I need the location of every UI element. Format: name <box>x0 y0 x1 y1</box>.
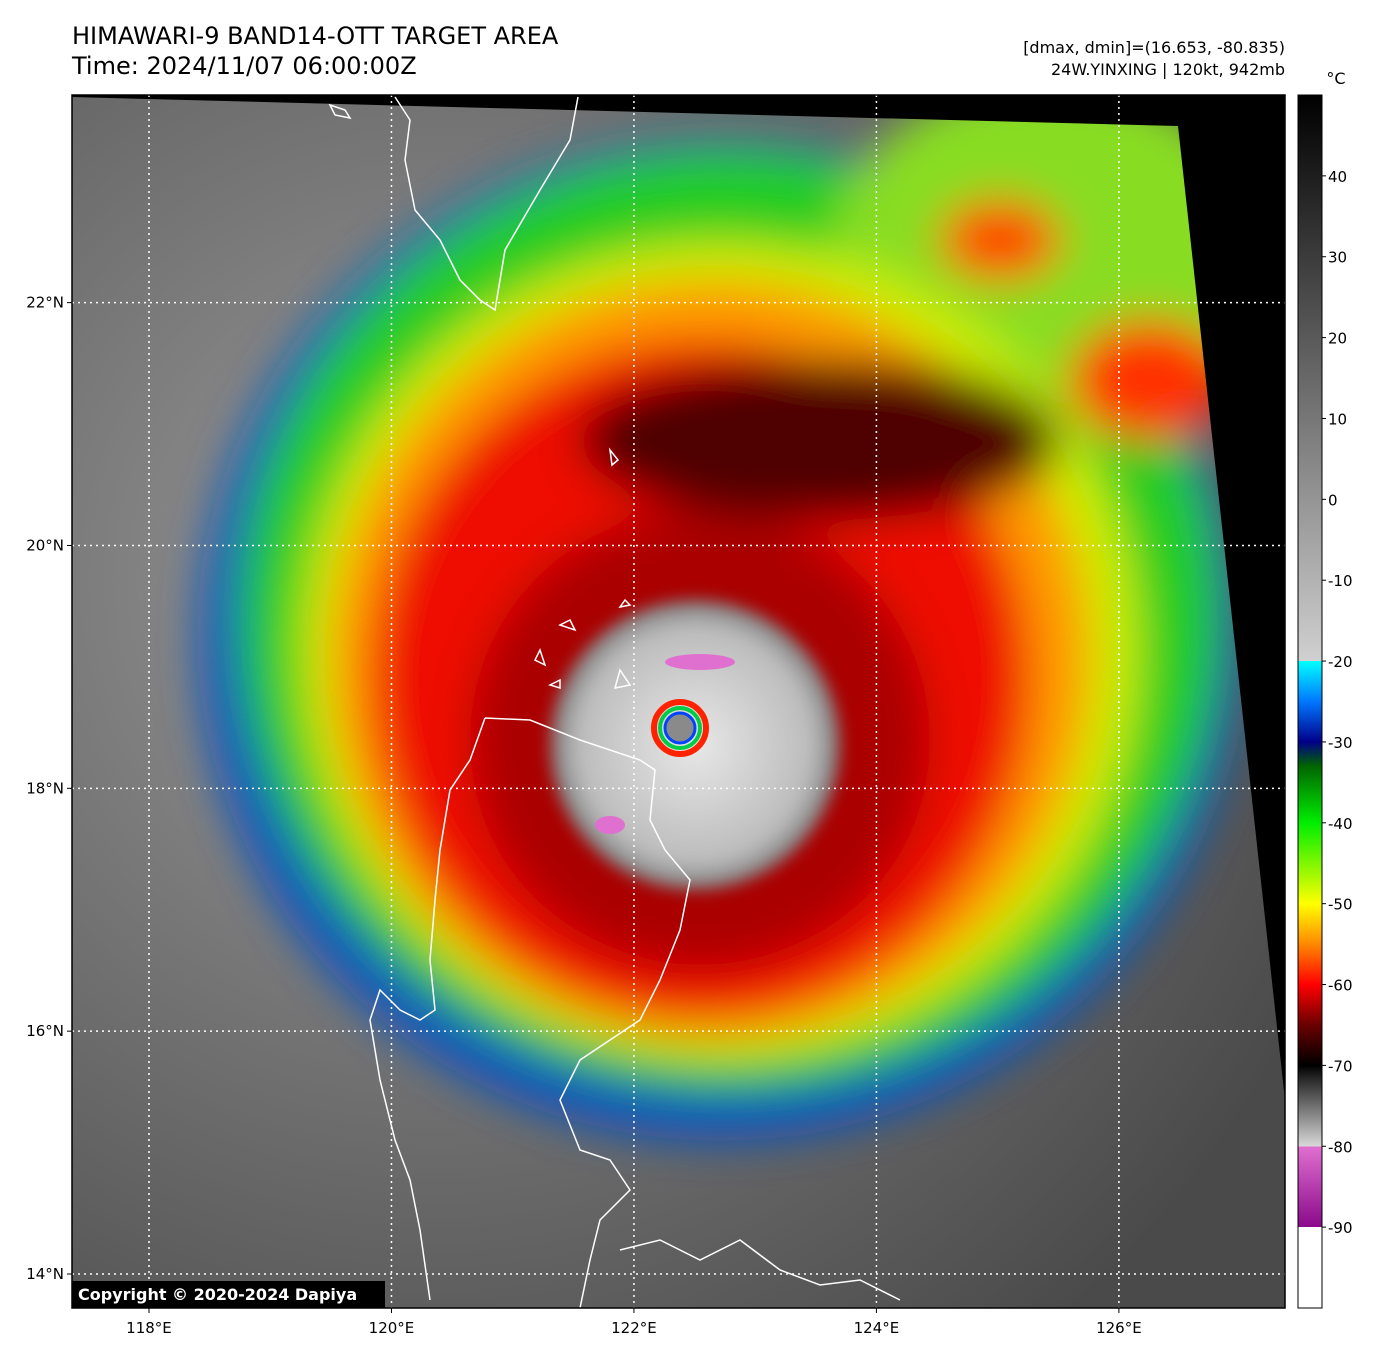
colorbar-tick-label: -30 <box>1328 734 1353 752</box>
copyright: Copyright © 2020-2024 Dapiya <box>78 1285 357 1304</box>
colorbar-tick-label: -90 <box>1328 1219 1353 1237</box>
colorbar-tick-label: 30 <box>1328 249 1347 267</box>
colorbar-tick-label: -10 <box>1328 572 1353 590</box>
time: Time: 2024/11/07 06:00:00Z <box>71 52 417 80</box>
lon-tick-label: 124°E <box>854 1319 900 1337</box>
colorbar-tick-label: -40 <box>1328 815 1353 833</box>
lat-tick-label: 22°N <box>26 294 64 312</box>
colorbar-tick-label: 20 <box>1328 330 1347 348</box>
satellite-image <box>72 95 1285 1308</box>
lat-tick-label: 14°N <box>26 1265 64 1283</box>
colorbar-tick-label: 10 <box>1328 410 1347 428</box>
title: HIMAWARI-9 BAND14-OTT TARGET AREA <box>72 22 559 50</box>
colorbar-tick-label: -70 <box>1328 1057 1353 1075</box>
colorbar <box>1297 94 1323 1309</box>
lat-tick-label: 16°N <box>26 1022 64 1040</box>
map-frame <box>71 94 1286 1309</box>
lon-tick-label: 126°E <box>1096 1319 1142 1337</box>
lon-tick-label: 120°E <box>369 1319 415 1337</box>
copyright-box <box>72 1281 385 1308</box>
lat-tick-label: 20°N <box>26 536 64 554</box>
lat-tick-label: 18°N <box>26 779 64 797</box>
stats: [dmax, dmin]=(16.653, -80.835) <box>1023 38 1285 57</box>
colorbar-tick-label: 40 <box>1328 168 1347 186</box>
lon-tick-label: 122°E <box>611 1319 657 1337</box>
colorbar-tick-label: -20 <box>1328 653 1353 671</box>
colorbar-tick-label: -60 <box>1328 977 1353 995</box>
storm-info: 24W.YINXING | 120kt, 942mb <box>1051 60 1285 79</box>
colorbar-tick-label: -50 <box>1328 896 1353 914</box>
colorbar-tick-label: -80 <box>1328 1138 1353 1156</box>
lon-tick-label: 118°E <box>126 1319 172 1337</box>
colorbar-unit: °C <box>1326 69 1345 88</box>
colorbar-tick-label: 0 <box>1328 491 1338 509</box>
